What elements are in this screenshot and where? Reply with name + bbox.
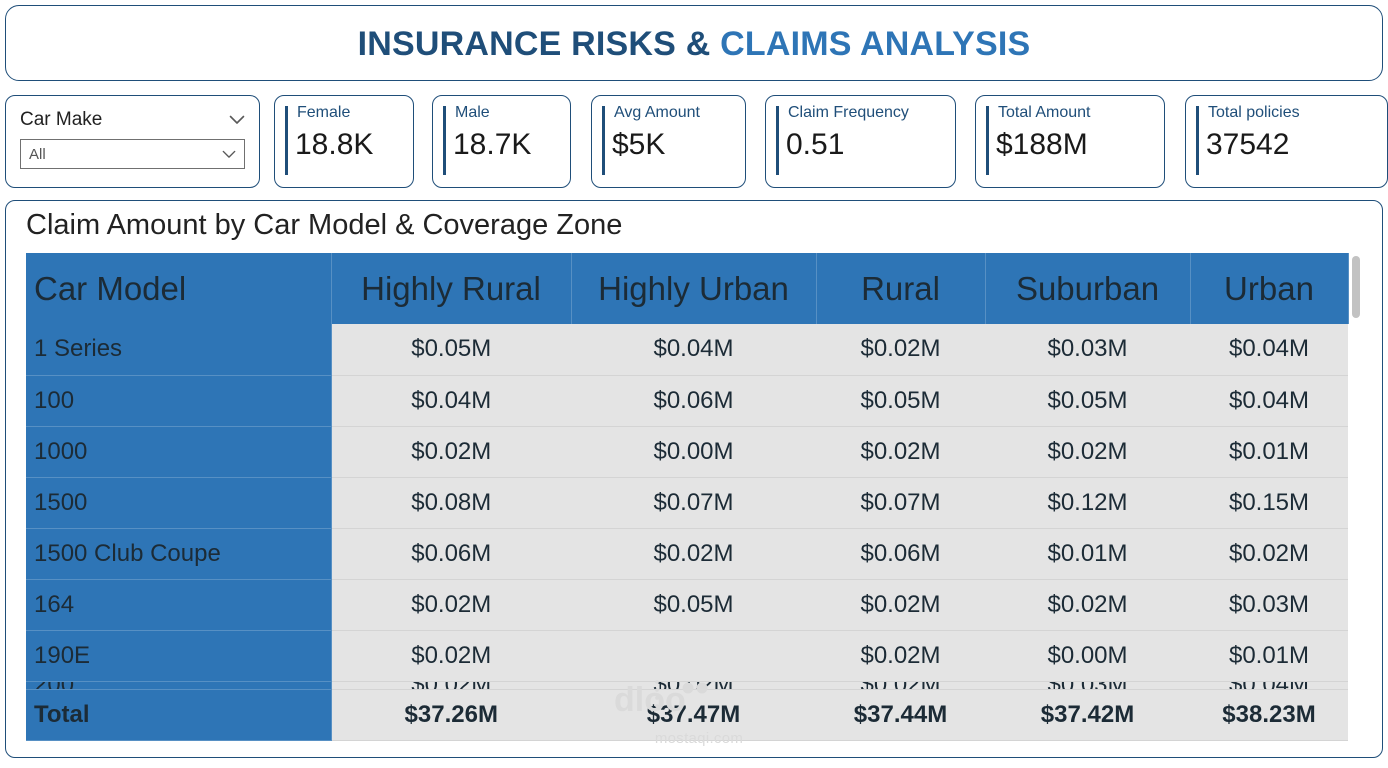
- svg-text:dloo: dloo: [614, 681, 686, 719]
